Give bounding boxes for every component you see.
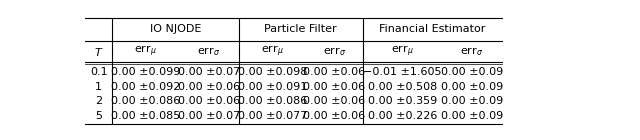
Text: 0.00 ±0.359: 0.00 ±0.359 <box>368 96 437 106</box>
Text: 0.00 ±0.508: 0.00 ±0.508 <box>368 81 437 92</box>
Text: 0.00 ±0.09: 0.00 ±0.09 <box>441 67 503 77</box>
Text: 0.00 ±0.09: 0.00 ±0.09 <box>441 111 503 121</box>
Text: 0.00 ±0.06: 0.00 ±0.06 <box>303 67 365 77</box>
Text: IO NJODE: IO NJODE <box>150 24 201 34</box>
Text: 0.00 ±0.086: 0.00 ±0.086 <box>111 96 180 106</box>
Text: $\mathrm{err}_\mu$: $\mathrm{err}_\mu$ <box>261 44 284 59</box>
Text: 0.00 ±0.091: 0.00 ±0.091 <box>237 81 307 92</box>
Text: 0.00 ±0.07: 0.00 ±0.07 <box>178 67 240 77</box>
Text: 0.00 ±0.06: 0.00 ±0.06 <box>178 81 240 92</box>
Text: 0.00 ±0.06: 0.00 ±0.06 <box>303 96 365 106</box>
Text: $\mathrm{err}_\sigma$: $\mathrm{err}_\sigma$ <box>460 45 483 58</box>
Text: 0.1: 0.1 <box>90 67 108 77</box>
Text: 0.00 ±0.098: 0.00 ±0.098 <box>237 67 307 77</box>
Text: 0.00 ±0.099: 0.00 ±0.099 <box>111 67 180 77</box>
Text: 1: 1 <box>95 81 102 92</box>
Text: 0.00 ±0.092: 0.00 ±0.092 <box>111 81 180 92</box>
Text: $T$: $T$ <box>94 46 103 58</box>
Text: −0.01 ±1.605: −0.01 ±1.605 <box>363 67 442 77</box>
Text: 0.00 ±0.06: 0.00 ±0.06 <box>178 96 240 106</box>
Text: $\mathrm{err}_\sigma$: $\mathrm{err}_\sigma$ <box>323 45 346 58</box>
Text: $\mathrm{err}_\sigma$: $\mathrm{err}_\sigma$ <box>197 45 221 58</box>
Text: 0.00 ±0.06: 0.00 ±0.06 <box>303 81 365 92</box>
Text: 0.00 ±0.226: 0.00 ±0.226 <box>368 111 437 121</box>
Text: Financial Estimator: Financial Estimator <box>379 24 485 34</box>
Text: 0.00 ±0.07: 0.00 ±0.07 <box>178 111 240 121</box>
Text: 5: 5 <box>95 111 102 121</box>
Text: Particle Filter: Particle Filter <box>264 24 337 34</box>
Text: 0.00 ±0.085: 0.00 ±0.085 <box>111 111 180 121</box>
Text: $\mathrm{err}_\mu$: $\mathrm{err}_\mu$ <box>134 44 157 59</box>
Text: $\mathrm{err}_\mu$: $\mathrm{err}_\mu$ <box>391 44 413 59</box>
Text: 0.00 ±0.09: 0.00 ±0.09 <box>441 96 503 106</box>
Text: 0.00 ±0.077: 0.00 ±0.077 <box>237 111 307 121</box>
Text: 2: 2 <box>95 96 102 106</box>
Text: 0.00 ±0.06: 0.00 ±0.06 <box>303 111 365 121</box>
Text: 0.00 ±0.086: 0.00 ±0.086 <box>237 96 307 106</box>
Text: 0.00 ±0.09: 0.00 ±0.09 <box>441 81 503 92</box>
